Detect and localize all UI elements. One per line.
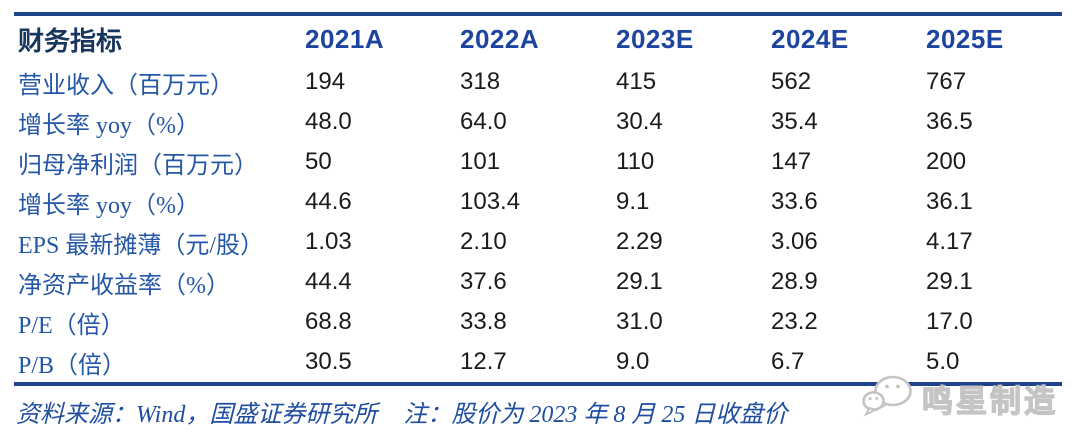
financial-indicators-table: 财务指标 2021A 2022A 2023E 2024E 2025E 营业收入（… xyxy=(14,12,1062,386)
cell-value: 37.6 xyxy=(460,268,507,295)
cell-value: 30.4 xyxy=(616,108,663,135)
cell-value: 36.5 xyxy=(926,108,973,135)
cell-value: 1.03 xyxy=(305,228,352,255)
table-row-net-profit: 归母净利润（百万元） 50 101 110 147 200 xyxy=(14,142,1062,182)
cell-value: 68.8 xyxy=(305,308,352,335)
column-header-2023e: 2023E xyxy=(616,23,694,54)
table-row-eps: EPS 最新摊薄（元/股） 1.03 2.10 2.29 3.06 4.17 xyxy=(14,222,1062,262)
cell-value: 415 xyxy=(616,68,657,95)
cell-value: 35.4 xyxy=(771,108,818,135)
cell-value: 29.1 xyxy=(616,268,663,295)
row-label: EPS 最新摊薄（元/股） xyxy=(18,232,265,259)
cell-value: 3.06 xyxy=(771,228,818,255)
row-label: P/B（倍） xyxy=(18,352,127,379)
cell-value: 2.10 xyxy=(460,228,507,255)
row-label: 增长率 yoy（%） xyxy=(18,192,200,219)
cell-value: 200 xyxy=(926,148,967,175)
cell-value: 33.8 xyxy=(460,308,507,335)
table-header-row: 财务指标 2021A 2022A 2023E 2024E 2025E xyxy=(14,16,1062,62)
column-header-2025e: 2025E xyxy=(926,23,1004,54)
cell-value: 33.6 xyxy=(771,188,818,215)
source-note: 资料来源：Wind，国盛证券研究所 注：股价为 2023 年 8 月 25 日收盘… xyxy=(16,394,1016,429)
cell-value: 562 xyxy=(771,68,812,95)
cell-value: 28.9 xyxy=(771,268,818,295)
table-row-revenue-growth: 增长率 yoy（%） 48.0 64.0 30.4 35.4 36.5 xyxy=(14,102,1062,142)
column-header-2024e: 2024E xyxy=(771,23,849,54)
cell-value: 9.1 xyxy=(616,188,650,215)
table-row-roe: 净资产收益率（%） 44.4 37.6 29.1 28.9 29.1 xyxy=(14,262,1062,302)
cell-value: 44.6 xyxy=(305,188,352,215)
cell-value: 110 xyxy=(616,148,655,175)
table-row-revenue: 营业收入（百万元） 194 318 415 562 767 xyxy=(14,62,1062,102)
table-row-profit-growth: 增长率 yoy（%） 44.6 103.4 9.1 33.6 36.1 xyxy=(14,182,1062,222)
cell-value: 44.4 xyxy=(305,268,352,295)
cell-value: 64.0 xyxy=(460,108,507,135)
cell-value: 101 xyxy=(460,148,501,175)
row-label: 净资产收益率（%） xyxy=(18,272,230,299)
row-label: P/E（倍） xyxy=(18,312,125,339)
cell-value: 12.7 xyxy=(460,348,507,375)
cell-value: 103.4 xyxy=(460,188,521,215)
cell-value: 6.7 xyxy=(771,348,805,375)
cell-value: 194 xyxy=(305,68,346,95)
cell-value: 9.0 xyxy=(616,348,650,375)
column-header-2022a: 2022A xyxy=(460,23,540,54)
table-row-pb: P/B（倍） 30.5 12.7 9.0 6.7 5.0 xyxy=(14,342,1062,382)
row-label: 营业收入（百万元） xyxy=(18,72,234,99)
cell-value: 30.5 xyxy=(305,348,352,375)
cell-value: 5.0 xyxy=(926,348,960,375)
row-label: 增长率 yoy（%） xyxy=(18,112,200,139)
column-header-2021a: 2021A xyxy=(305,23,385,54)
cell-value: 48.0 xyxy=(305,108,352,135)
cell-value: 50 xyxy=(305,148,332,175)
table-row-pe: P/E（倍） 68.8 33.8 31.0 23.2 17.0 xyxy=(14,302,1062,342)
data-source-text: 资料来源：Wind，国盛证券研究所 xyxy=(16,402,378,428)
cell-value: 23.2 xyxy=(771,308,818,335)
cell-value: 29.1 xyxy=(926,268,973,295)
cell-value: 767 xyxy=(926,68,967,95)
cell-value: 31.0 xyxy=(616,308,663,335)
row-label: 归母净利润（百万元） xyxy=(18,152,258,179)
column-header-indicator: 财务指标 xyxy=(18,25,123,56)
cell-value: 4.17 xyxy=(926,228,973,255)
cell-value: 2.29 xyxy=(616,228,663,255)
cell-value: 36.1 xyxy=(926,188,973,215)
cell-value: 17.0 xyxy=(926,308,973,335)
price-note-text: 注：股价为 2023 年 8 月 25 日收盘价 xyxy=(403,402,788,428)
cell-value: 318 xyxy=(460,68,501,95)
cell-value: 147 xyxy=(771,148,812,175)
